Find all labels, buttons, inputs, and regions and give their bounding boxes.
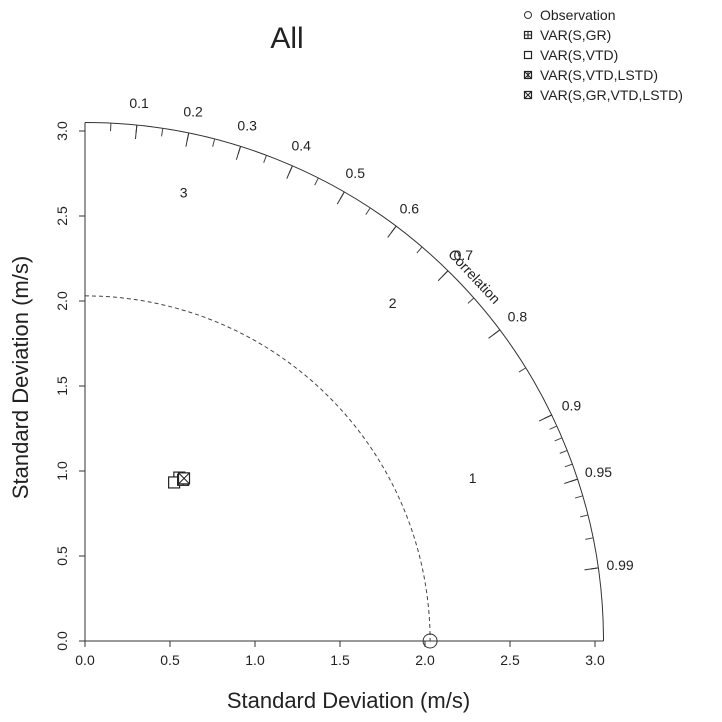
correlation-tick-label: 0.6 — [400, 201, 420, 217]
correlation-tick-label: 0.4 — [291, 138, 311, 154]
x-tick-label: 2.0 — [415, 652, 435, 668]
correlation-tick — [574, 495, 583, 499]
legend-marker — [523, 50, 533, 60]
correlation-tick-label: 0.7 — [454, 247, 474, 263]
correlation-major-tick — [564, 478, 578, 484]
rms-contour-label: 2 — [389, 295, 397, 311]
x-tick-label: 1.0 — [245, 652, 265, 668]
x-tick-label: 0.5 — [160, 652, 180, 668]
axes-layer — [79, 122, 604, 647]
y-tick-label: 3.0 — [54, 121, 70, 141]
correlation-major-tick — [286, 165, 293, 179]
correlation-tick — [365, 207, 371, 215]
correlation-tick — [212, 138, 216, 147]
correlation-tick — [518, 367, 526, 373]
correlation-tick — [416, 246, 423, 254]
legend-label: VAR(S,GR,VTD,LSTD) — [540, 87, 683, 103]
correlation-tick-label: 0.99 — [606, 557, 633, 573]
y-tick-label: 1.0 — [54, 461, 70, 481]
y-tick-label: 0.5 — [54, 546, 70, 566]
legend-marker — [523, 90, 533, 100]
outer-arc — [84, 122, 604, 642]
marks-layer — [168, 471, 438, 649]
legend-label: VAR(S,GR) — [540, 27, 611, 43]
legend-label: VAR(S,VTD,LSTD) — [540, 67, 658, 83]
correlation-major-tick — [538, 414, 552, 422]
legend-marker — [523, 70, 533, 80]
correlation-tick-label: 0.2 — [183, 103, 203, 119]
correlation-tick — [580, 514, 589, 518]
correlation-major-tick — [134, 125, 138, 140]
correlation-tick — [263, 155, 267, 163]
x-tick-label: 0.0 — [75, 652, 95, 668]
legend-marker — [523, 30, 533, 40]
correlation-major-tick — [488, 329, 501, 339]
rms-contour-label: 3 — [180, 184, 188, 200]
y-tick-label: 2.0 — [54, 291, 70, 311]
y-tick-label: 0.0 — [54, 631, 70, 651]
legend: Observation VAR(S,GR) VAR(S,VTD) VAR(S,VTD,… — [523, 7, 683, 103]
x-tick-label: 2.5 — [500, 652, 520, 668]
correlation-tick — [564, 463, 573, 468]
correlation-tick-label: 0.95 — [585, 464, 612, 480]
y-tick-label: 2.5 — [54, 206, 70, 226]
marker-cross-b — [178, 472, 190, 485]
marker-circle — [524, 11, 532, 19]
text-layer: 0.0 0.5 1.0 1.5 2.0 2.5 3.0 0.0 0.5 1.0 1.5 2.0 2.5 3… — [8, 22, 634, 713]
correlation-tick — [161, 128, 164, 137]
marker-square — [523, 50, 533, 60]
data-point — [177, 472, 191, 485]
x-axis-label: Standard Deviation (m/s) — [227, 688, 470, 713]
correlation-tick — [554, 437, 563, 442]
y-tick-label: 1.5 — [54, 376, 70, 396]
legend-label: VAR(S,VTD) — [540, 47, 618, 63]
grid-layer — [84, 295, 431, 642]
data-point — [422, 633, 438, 649]
correlation-tick — [314, 177, 319, 186]
x-tick-label: 1.5 — [330, 652, 350, 668]
correlation-tick — [559, 449, 568, 454]
marker-circle — [422, 633, 438, 649]
correlation-major-tick — [437, 270, 449, 282]
legend-label: Observation — [540, 7, 615, 23]
correlation-tick-label: 0.1 — [129, 95, 149, 111]
x-tick-label: 3.0 — [585, 652, 605, 668]
correlation-major-tick — [584, 567, 599, 571]
y-axis-label: Standard Deviation (m/s) — [8, 256, 33, 499]
marker-cross-b — [524, 91, 532, 99]
correlation-major-tick — [336, 191, 345, 205]
rms-contour-label: 1 — [469, 470, 477, 486]
legend-marker — [524, 11, 532, 19]
observation-sd-arc — [84, 295, 431, 642]
correlation-major-tick — [387, 225, 397, 238]
correlation-tick-label: 0.5 — [346, 165, 366, 181]
correlation-major-tick — [235, 146, 242, 160]
correlation-tick — [549, 425, 558, 430]
correlation-tick-label: 0.3 — [237, 117, 257, 133]
chart-title: All — [270, 22, 303, 55]
correlation-tick-label: 0.8 — [508, 309, 528, 325]
correlation-tick-label: 0.9 — [562, 397, 582, 413]
correlation-tick — [467, 297, 475, 304]
correlation-major-tick — [185, 132, 190, 147]
correlation-tick — [585, 537, 594, 540]
